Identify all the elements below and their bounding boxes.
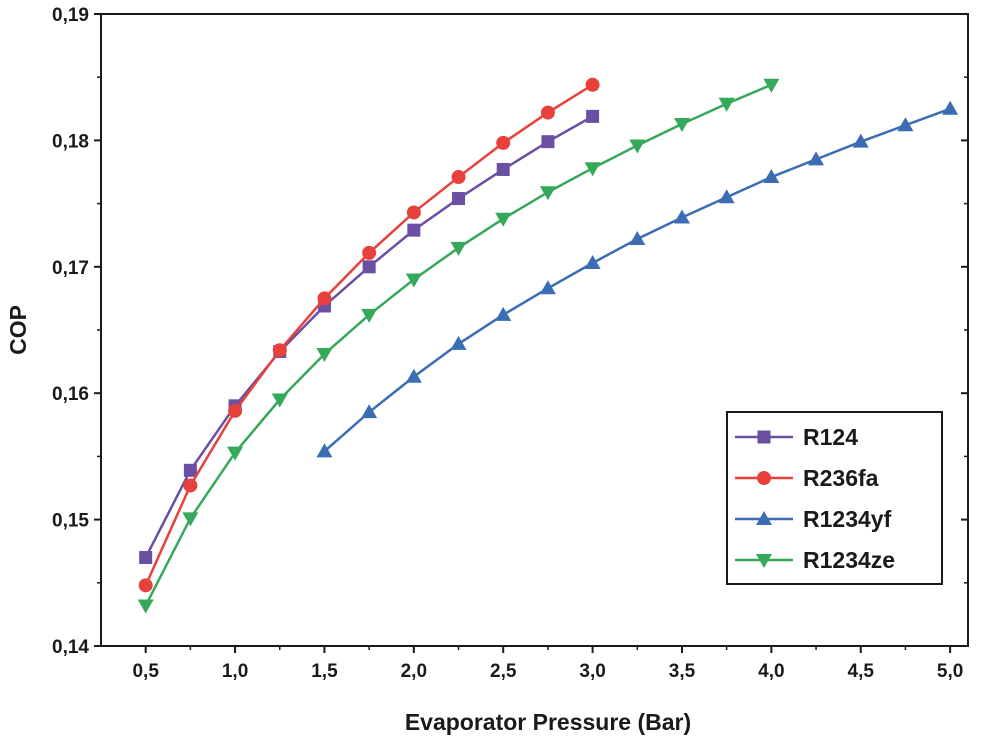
data-point-r124 [362, 260, 376, 274]
y-tick-label: 0,19 [52, 5, 89, 26]
data-point-r236fa [406, 205, 421, 220]
data-point-r1234yf [808, 151, 825, 166]
legend-label-r236fa: R236fa [803, 465, 879, 491]
legend-item-r236fa: R236fa [735, 465, 879, 491]
data-point-r1234yf [718, 189, 735, 204]
legend-marker-r1234yf [756, 511, 772, 525]
series-line-r124 [144, 115, 594, 559]
series-line-r1234yf [323, 107, 951, 453]
x-tick-label: 4,5 [848, 661, 875, 682]
x-tick-label: 3,5 [669, 661, 696, 682]
x-tick-label: 4,0 [758, 661, 784, 682]
data-point-r1234yf [584, 255, 601, 270]
data-point-r1234ze [495, 212, 512, 227]
data-point-r124 [183, 463, 197, 477]
legend-item-r124: R124 [735, 424, 858, 450]
data-point-r1234ze [539, 186, 556, 201]
data-point-r1234yf [673, 209, 690, 224]
data-point-r1234yf [361, 404, 378, 419]
y-axis-title: COP [5, 305, 31, 355]
legend-marker-r1234ze [756, 554, 772, 568]
data-point-r1234yf [763, 169, 780, 184]
x-axis-title: Evaporator Pressure (Bar) [405, 709, 691, 735]
x-tick-label: 2,0 [401, 661, 427, 682]
data-point-r1234ze [718, 97, 735, 112]
data-point-r124 [541, 135, 555, 149]
data-point-r124 [586, 109, 600, 123]
data-point-r236fa [228, 403, 243, 418]
data-point-r1234ze [584, 162, 601, 177]
series-line-r236fa [144, 83, 594, 586]
y-tick-label: 0,17 [52, 258, 89, 279]
legend-label-r124: R124 [803, 424, 858, 450]
x-tick-label: 5,0 [937, 661, 963, 682]
data-point-r1234ze [227, 446, 244, 461]
series-r124 [139, 109, 600, 565]
legend-item-r1234yf: R1234yf [735, 506, 892, 532]
y-tick-label: 0,15 [52, 511, 89, 532]
x-tick-label: 3,0 [579, 661, 605, 682]
y-tick-label: 0,18 [52, 131, 89, 152]
data-point-r1234ze [137, 599, 154, 614]
series-r1234yf [316, 100, 959, 458]
series-r1234ze [137, 78, 780, 614]
x-tick-label: 1,0 [222, 661, 248, 682]
data-point-r236fa [138, 578, 153, 593]
x-tick-label: 1,5 [311, 661, 338, 682]
data-point-r1234ze [673, 117, 690, 132]
y-tick-label: 0,14 [52, 637, 89, 658]
series-layer [137, 77, 959, 614]
data-point-r1234yf [495, 306, 512, 321]
data-point-r1234ze [405, 273, 422, 288]
x-tick-label: 0,5 [132, 661, 159, 682]
data-point-r1234ze [361, 308, 378, 323]
data-point-r236fa [540, 105, 555, 120]
data-point-r236fa [451, 170, 466, 185]
data-point-r1234yf [852, 133, 869, 148]
data-point-r1234yf [629, 230, 646, 245]
legend-marker-r124 [757, 430, 771, 444]
legend-label-r1234yf: R1234yf [803, 506, 892, 532]
data-point-r1234yf [897, 117, 914, 132]
legend-marker-r236fa [757, 471, 771, 485]
data-point-r1234ze [271, 393, 288, 408]
series-r236fa [138, 77, 600, 593]
data-point-r236fa [317, 291, 332, 306]
legend-label-r1234ze: R1234ze [803, 547, 895, 573]
data-point-r1234ze [450, 241, 467, 256]
y-tick-label: 0,16 [52, 384, 89, 405]
data-point-r236fa [183, 478, 198, 493]
data-point-r1234ze [629, 139, 646, 154]
x-tick-label: 2,5 [490, 661, 517, 682]
data-point-r236fa [362, 245, 377, 260]
data-point-r1234yf [942, 100, 959, 115]
data-point-r124 [139, 551, 153, 565]
data-point-r236fa [272, 343, 287, 358]
data-point-r1234yf [405, 368, 422, 383]
legend: R124 R236fa R1234yf R1234ze [726, 411, 943, 585]
data-point-r124 [452, 192, 466, 206]
data-point-r1234ze [182, 512, 199, 527]
data-point-r1234ze [763, 78, 780, 93]
data-point-r1234yf [450, 335, 467, 350]
axes: 0,5 1,0 1,5 2,0 2,5 3,0 3,5 4,0 4,5 5,0 0,14 0,15 0,… [52, 5, 969, 682]
legend-item-r1234ze: R1234ze [735, 547, 895, 573]
data-point-r1234yf [539, 280, 556, 295]
data-point-r124 [496, 162, 510, 176]
data-point-r236fa [585, 77, 600, 92]
data-point-r1234yf [316, 443, 333, 458]
data-point-r1234ze [316, 348, 333, 363]
data-point-r236fa [496, 135, 511, 150]
data-point-r124 [407, 223, 421, 237]
